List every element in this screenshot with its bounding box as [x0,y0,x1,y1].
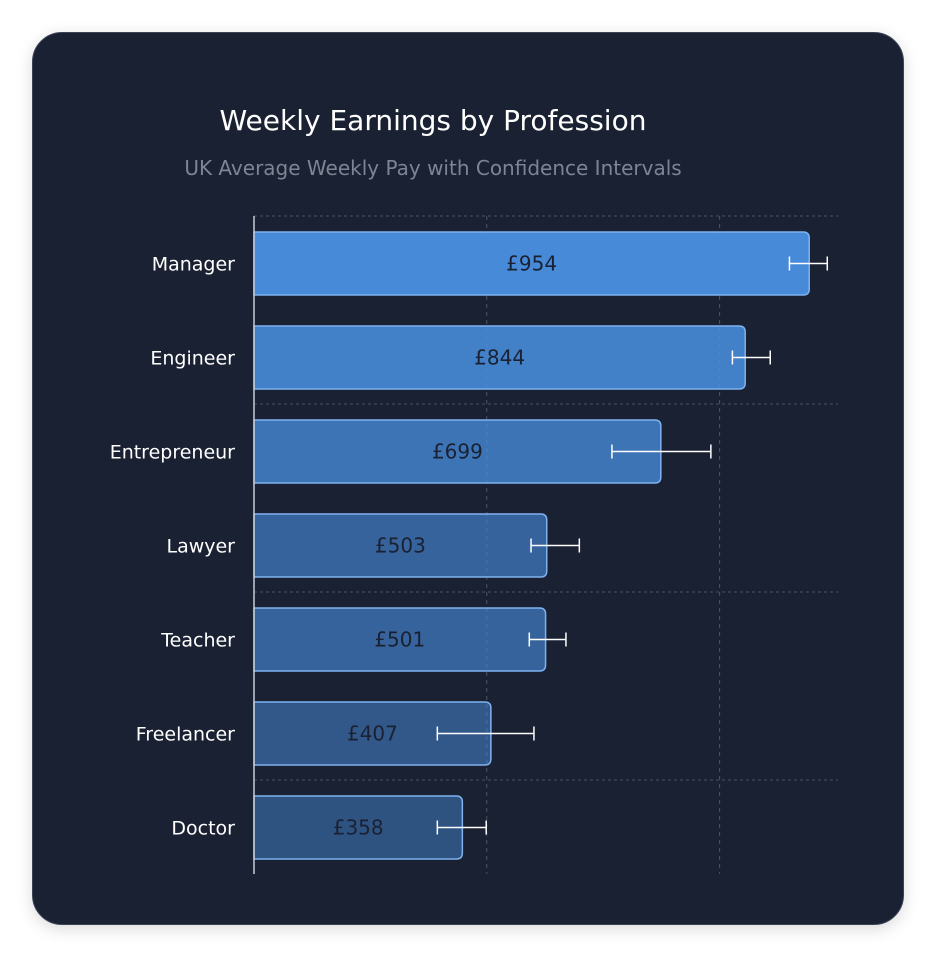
bar-teacher [253,607,547,672]
data-label: £501 [374,628,425,652]
category-label: Teacher [160,630,235,652]
chart-title: Weekly Earnings by Profession [219,104,647,137]
data-label: £844 [474,346,525,370]
category-label: Manager [152,254,235,276]
data-label: £954 [506,252,557,276]
category-label: Freelancer [136,724,235,746]
data-label: £407 [347,722,398,746]
data-label: £503 [375,534,426,558]
category-label: Doctor [171,818,235,840]
bar-engineer [253,325,746,390]
bar-manager [253,231,810,296]
bar-doctor [253,795,464,860]
category-label: Entrepreneur [110,442,235,464]
bar-entrepreneur [253,419,662,484]
data-label: £699 [432,440,483,464]
bar-lawyer [253,513,548,578]
data-label: £358 [333,816,384,840]
category-label: Lawyer [166,536,235,558]
category-label: Engineer [150,348,235,370]
bar-freelancer [253,701,492,766]
chart-subtitle: UK Average Weekly Pay with Confidence In… [184,156,682,180]
